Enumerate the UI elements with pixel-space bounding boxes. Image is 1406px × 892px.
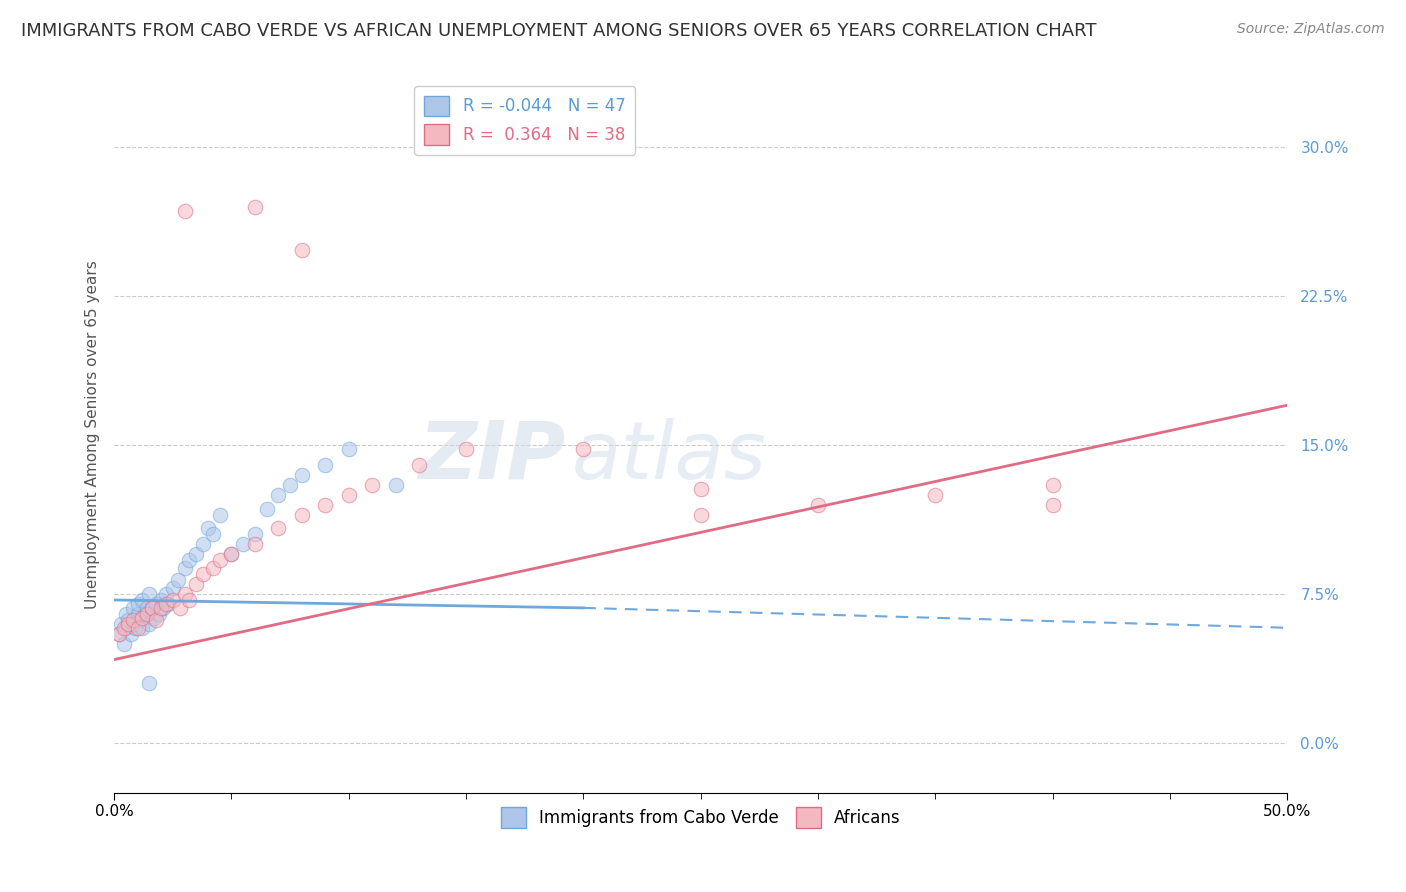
Point — [179, 553, 201, 567]
Point — [117, 613, 139, 627]
Point — [314, 458, 336, 472]
Legend: Immigrants from Cabo Verde, Africans: Immigrants from Cabo Verde, Africans — [494, 801, 907, 834]
Point — [169, 600, 191, 615]
Point — [117, 616, 139, 631]
Text: atlas: atlas — [572, 417, 766, 495]
Point — [155, 597, 177, 611]
Point — [408, 458, 430, 472]
Point — [689, 482, 711, 496]
Point — [129, 613, 152, 627]
Point — [454, 442, 477, 456]
Point — [267, 488, 290, 502]
Point — [243, 527, 266, 541]
Point — [127, 607, 149, 621]
Point — [1042, 498, 1064, 512]
Point — [243, 537, 266, 551]
Point — [120, 626, 142, 640]
Text: IMMIGRANTS FROM CABO VERDE VS AFRICAN UNEMPLOYMENT AMONG SENIORS OVER 65 YEARS C: IMMIGRANTS FROM CABO VERDE VS AFRICAN UN… — [21, 22, 1097, 40]
Point — [924, 488, 946, 502]
Point — [124, 621, 146, 635]
Point — [150, 593, 173, 607]
Point — [243, 200, 266, 214]
Point — [173, 561, 195, 575]
Text: ZIP: ZIP — [419, 417, 565, 495]
Point — [193, 537, 215, 551]
Point — [208, 508, 231, 522]
Point — [150, 600, 173, 615]
Point — [136, 607, 159, 621]
Point — [314, 498, 336, 512]
Point — [138, 616, 160, 631]
Point — [221, 547, 243, 561]
Point — [152, 600, 174, 615]
Point — [134, 607, 156, 621]
Point — [179, 593, 201, 607]
Point — [143, 611, 166, 625]
Point — [256, 501, 278, 516]
Point — [232, 537, 254, 551]
Point — [186, 577, 208, 591]
Point — [136, 600, 159, 615]
Point — [138, 587, 160, 601]
Point — [157, 597, 180, 611]
Point — [162, 593, 184, 607]
Point — [115, 621, 138, 635]
Point — [148, 607, 170, 621]
Point — [112, 637, 135, 651]
Point — [138, 676, 160, 690]
Point — [278, 477, 301, 491]
Point — [131, 593, 153, 607]
Text: Source: ZipAtlas.com: Source: ZipAtlas.com — [1237, 22, 1385, 37]
Point — [141, 600, 163, 615]
Point — [127, 597, 149, 611]
Point — [201, 527, 224, 541]
Point — [221, 547, 243, 561]
Point — [197, 521, 219, 535]
Point — [337, 442, 360, 456]
Point — [108, 626, 131, 640]
Point — [267, 521, 290, 535]
Point — [173, 587, 195, 601]
Point — [337, 488, 360, 502]
Point — [108, 626, 131, 640]
Point — [361, 477, 384, 491]
Point — [141, 600, 163, 615]
Point — [115, 607, 138, 621]
Point — [122, 616, 145, 631]
Point — [112, 621, 135, 635]
Point — [162, 581, 184, 595]
Point — [131, 611, 153, 625]
Point — [208, 553, 231, 567]
Point — [186, 547, 208, 561]
Point — [131, 621, 153, 635]
Point — [291, 467, 314, 482]
Point — [689, 508, 711, 522]
Y-axis label: Unemployment Among Seniors over 65 years: Unemployment Among Seniors over 65 years — [86, 260, 100, 609]
Point — [384, 477, 406, 491]
Point — [572, 442, 595, 456]
Point — [1042, 477, 1064, 491]
Point — [291, 244, 314, 258]
Point — [173, 203, 195, 218]
Point — [110, 616, 132, 631]
Point — [201, 561, 224, 575]
Point — [145, 597, 167, 611]
Point — [193, 567, 215, 582]
Point — [807, 498, 830, 512]
Point — [127, 621, 149, 635]
Point — [291, 508, 314, 522]
Point — [155, 587, 177, 601]
Point — [122, 600, 145, 615]
Point — [145, 613, 167, 627]
Point — [166, 573, 188, 587]
Point — [122, 613, 145, 627]
